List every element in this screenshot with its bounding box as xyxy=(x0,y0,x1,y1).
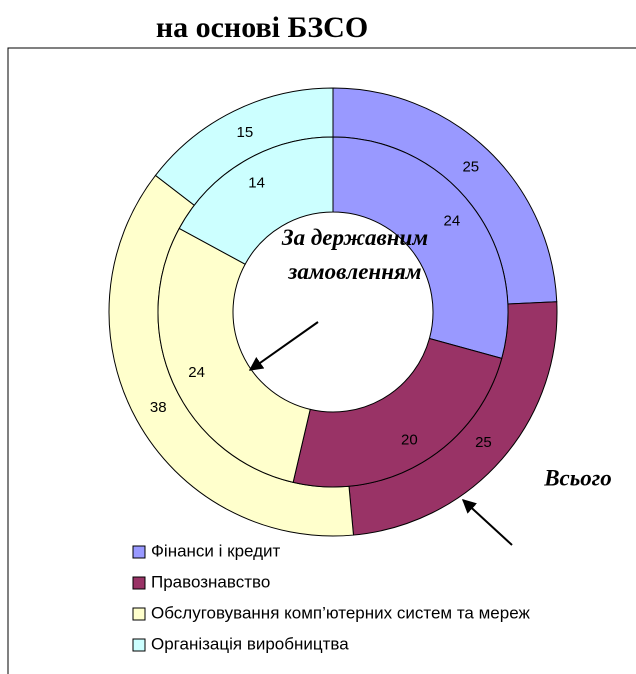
ring-segment xyxy=(178,136,334,265)
legend-swatch xyxy=(132,576,146,590)
legend-swatch xyxy=(132,607,146,621)
inner-ring-annotation: За державним замовленням xyxy=(281,225,428,284)
legend-label: Фінанси і кредит xyxy=(151,541,281,560)
arrow xyxy=(461,499,513,546)
data-label: 24 xyxy=(188,364,205,381)
chart-frame xyxy=(7,47,636,674)
rings: 25 25 38 15 24 20 24 14 xyxy=(108,87,558,537)
legend-label: Правознавство xyxy=(151,572,270,591)
arrow xyxy=(248,321,319,371)
data-label: 25 xyxy=(462,159,479,176)
ring-segment xyxy=(292,337,503,488)
data-label: 24 xyxy=(444,212,461,229)
ring-segment xyxy=(157,227,311,483)
chart-title: на основі БЗСО xyxy=(156,11,368,44)
outer-ring-annotation: Всього xyxy=(543,465,612,490)
legend-swatch xyxy=(132,545,146,559)
ring-segment xyxy=(332,136,509,359)
data-label: 14 xyxy=(248,174,265,191)
data-label: 38 xyxy=(150,399,167,416)
data-label: 15 xyxy=(237,124,254,141)
legend-label: Обслуговування комп’ютерних систем та ме… xyxy=(151,603,530,622)
legend-swatch xyxy=(132,638,146,652)
data-label: 20 xyxy=(401,431,418,448)
legend-label: Організація виробництва xyxy=(151,634,349,653)
data-label: 25 xyxy=(475,434,492,451)
legend: Фінанси і кредит Правознавство Обслуговува… xyxy=(132,541,530,653)
